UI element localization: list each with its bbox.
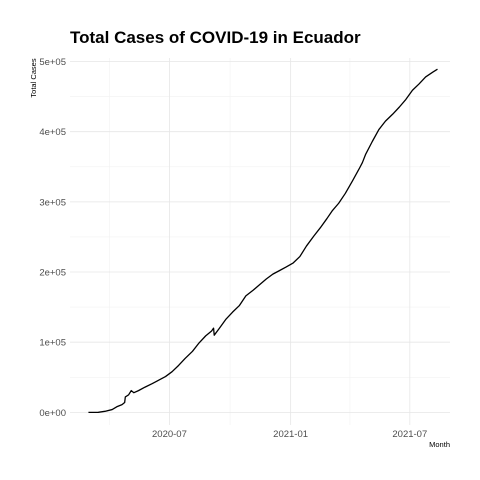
- x-tick-label: 2021-07: [392, 429, 427, 440]
- x-tick-label: 2021-01: [273, 429, 308, 440]
- x-axis-label: Month: [429, 440, 450, 449]
- y-axis-tick-labels: 0e+00 1e+05 2e+05 3e+05 4e+05 5e+05: [39, 57, 66, 419]
- series-layer: [88, 68, 438, 414]
- x-tick-label: 2020-07: [152, 429, 187, 440]
- y-tick-label: 2e+05: [39, 268, 66, 279]
- y-tick-label: 5e+05: [39, 57, 66, 68]
- x-axis-tick-labels: 2020-07 2021-01 2021-07: [152, 429, 427, 440]
- y-tick-label: 0e+00: [39, 408, 66, 419]
- grid-lines: [70, 58, 450, 425]
- y-tick-label: 4e+05: [39, 127, 66, 138]
- y-tick-label: 3e+05: [39, 197, 66, 208]
- series-line-total-cases: [88, 68, 438, 414]
- y-axis-label: Total Cases: [29, 58, 38, 97]
- chart-title: Total Cases of COVID-19 in Ecuador: [70, 28, 361, 47]
- y-tick-label: 1e+05: [39, 338, 66, 349]
